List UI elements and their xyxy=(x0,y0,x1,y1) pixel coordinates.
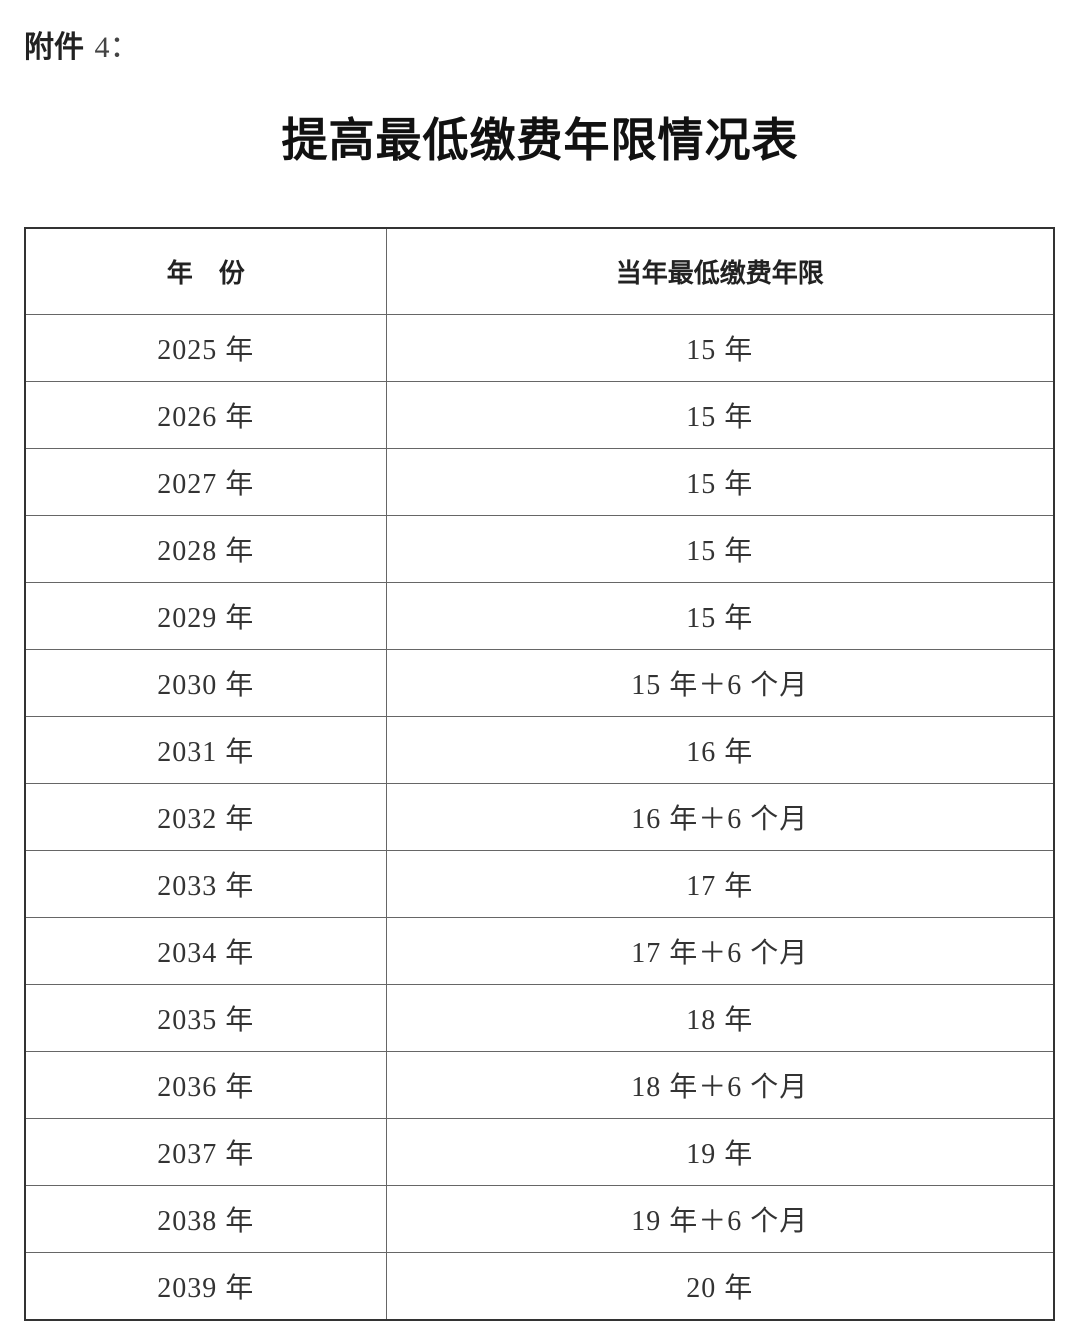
min-years-cell: 15 年 xyxy=(385,515,1055,583)
attachment-number: 4： xyxy=(94,31,140,64)
table-row: 2038 年 19 年＋6 个月 xyxy=(24,1185,1055,1253)
min-years-cell: 16 年 xyxy=(385,716,1055,784)
min-years-cell: 19 年 xyxy=(385,1118,1055,1186)
table-row: 2034 年 17 年＋6 个月 xyxy=(24,917,1055,985)
min-years-cell: 15 年 xyxy=(385,314,1055,382)
year-cell: 2031 年 xyxy=(24,716,387,784)
attachment-label: 附件 4： xyxy=(24,22,139,66)
year-cell: 2038 年 xyxy=(24,1185,387,1253)
min-years-cell: 15 年 xyxy=(385,448,1055,516)
min-years-cell: 15 年 xyxy=(385,582,1055,650)
table-row: 2036 年 18 年＋6 个月 xyxy=(24,1051,1055,1119)
year-cell: 2029 年 xyxy=(24,582,387,650)
table-row: 2025 年 15 年 xyxy=(24,314,1055,382)
year-cell: 2027 年 xyxy=(24,448,387,516)
year-cell: 2033 年 xyxy=(24,850,387,918)
year-cell: 2035 年 xyxy=(24,984,387,1052)
min-years-cell: 15 年 xyxy=(385,381,1055,449)
table-row: 2033 年 17 年 xyxy=(24,850,1055,918)
header-min-years: 当年最低缴费年限 xyxy=(385,227,1055,315)
table-row: 2039 年 20 年 xyxy=(24,1252,1055,1321)
table-row: 2032 年 16 年＋6 个月 xyxy=(24,783,1055,851)
min-years-cell: 16 年＋6 个月 xyxy=(385,783,1055,851)
year-cell: 2026 年 xyxy=(24,381,387,449)
table-row: 2029 年 15 年 xyxy=(24,582,1055,650)
table-row: 2026 年 15 年 xyxy=(24,381,1055,449)
page-title: 提高最低缴费年限情况表 xyxy=(281,113,799,167)
min-years-cell: 18 年＋6 个月 xyxy=(385,1051,1055,1119)
min-years-cell: 17 年 xyxy=(385,850,1055,918)
table-row: 2028 年 15 年 xyxy=(24,515,1055,583)
table-row: 2030 年 15 年＋6 个月 xyxy=(24,649,1055,717)
min-years-cell: 15 年＋6 个月 xyxy=(385,649,1055,717)
min-years-cell: 17 年＋6 个月 xyxy=(385,917,1055,985)
year-cell: 2032 年 xyxy=(24,783,387,851)
table-row: 2035 年 18 年 xyxy=(24,984,1055,1052)
min-years-cell: 19 年＋6 个月 xyxy=(385,1185,1055,1253)
table-header-row: 年 份 当年最低缴费年限 xyxy=(24,227,1055,315)
table-row: 2037 年 19 年 xyxy=(24,1118,1055,1186)
header-year: 年 份 xyxy=(24,227,387,315)
year-cell: 2036 年 xyxy=(24,1051,387,1119)
table-row: 2031 年 16 年 xyxy=(24,716,1055,784)
attachment-label-text: 附件 xyxy=(24,30,84,65)
year-cell: 2037 年 xyxy=(24,1118,387,1186)
year-cell: 2034 年 xyxy=(24,917,387,985)
table-row: 2027 年 15 年 xyxy=(24,448,1055,516)
table-body: 2025 年 15 年 2026 年 15 年 2027 年 15 年 2028 年 15 年… xyxy=(24,314,1055,1321)
year-cell: 2028 年 xyxy=(24,515,387,583)
min-years-cell: 20 年 xyxy=(385,1252,1055,1321)
year-cell: 2039 年 xyxy=(24,1252,387,1321)
min-years-cell: 18 年 xyxy=(385,984,1055,1052)
year-cell: 2025 年 xyxy=(24,314,387,382)
year-cell: 2030 年 xyxy=(24,649,387,717)
